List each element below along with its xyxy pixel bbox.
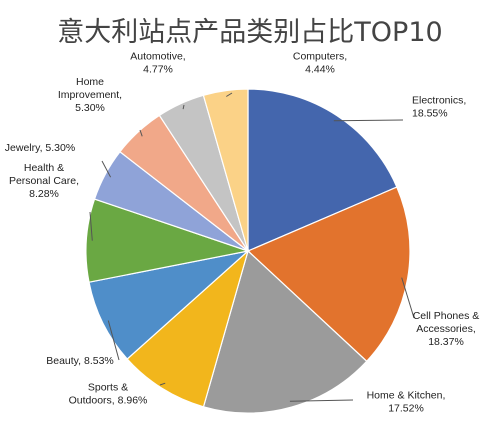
slice-label-line: Cell Phones &: [413, 310, 480, 322]
leader-line: [139, 129, 143, 137]
leader-line: [101, 160, 112, 178]
slice-label: Health & Personal Care, 8.28%: [9, 162, 79, 200]
slice-label-line: 18.55%: [412, 108, 448, 120]
slice-labels: Electronics, 18.55% Cell Phones & Accessori…: [5, 51, 479, 415]
slice-label-line: Personal Care,: [9, 175, 79, 187]
leader-line: [89, 211, 93, 241]
slice-label-line: Health &: [24, 162, 64, 174]
label-leader-lines: [89, 92, 415, 402]
slice-label-line: Home: [76, 76, 104, 88]
leader-line: [289, 399, 354, 402]
slice-label-line: Home & Kitchen,: [367, 390, 446, 402]
slice-label-line: Improvement,: [58, 89, 122, 101]
slice-label-line: 5.30%: [75, 102, 105, 114]
slice-label: Cell Phones & Accessories, 18.37%: [413, 310, 480, 348]
chart-title: 意大利站点产品类别占比TOP10: [57, 17, 442, 48]
slice-label-line: Sports &: [88, 382, 128, 394]
pie-slice-beauty: [88, 249, 251, 360]
slice-label-line: 18.37%: [428, 336, 464, 348]
slice-label-line: Beauty, 8.53%: [46, 355, 114, 367]
slice-label: Home & Kitchen, 17.52%: [367, 390, 446, 415]
pie-slice-sports-outdoors: [126, 249, 250, 408]
slice-label-line: Electronics,: [412, 95, 466, 107]
slice-label-line: 17.52%: [388, 403, 424, 415]
leader-line: [226, 92, 233, 97]
slice-label-line: 4.44%: [305, 64, 335, 76]
slice-label: Home Improvement, 5.30%: [58, 76, 122, 114]
slice-label: Computers, 4.44%: [293, 51, 347, 76]
pie-slice-cell-phones-accessories: [246, 186, 411, 363]
slice-label-line: Computers,: [293, 51, 347, 63]
slice-label-line: 8.28%: [29, 188, 59, 200]
slice-label-line: Jewelry, 5.30%: [5, 142, 75, 154]
slice-label-line: Accessories,: [416, 323, 476, 335]
slice-label: Automotive, 4.77%: [130, 51, 185, 76]
slice-label: Electronics, 18.55%: [412, 95, 466, 120]
pie-slice-electronics: [247, 88, 398, 252]
leader-line: [333, 119, 404, 122]
leader-line: [401, 277, 415, 319]
slice-label-line: 4.77%: [143, 64, 173, 76]
slice-label: Sports & Outdoors, 8.96%: [69, 382, 148, 407]
pie-slice-home-kitchen: [202, 249, 368, 414]
slice-label: Beauty, 8.53%: [46, 355, 114, 367]
leader-line: [107, 320, 120, 361]
pie-slice-computers: [202, 88, 249, 252]
leader-line: [159, 382, 166, 386]
pie-slices: [85, 88, 411, 414]
slice-label-line: Automotive,: [130, 51, 185, 63]
slice-label: Jewelry, 5.30%: [5, 142, 75, 154]
slice-label-line: Outdoors, 8.96%: [69, 395, 148, 407]
leader-line: [182, 104, 185, 110]
